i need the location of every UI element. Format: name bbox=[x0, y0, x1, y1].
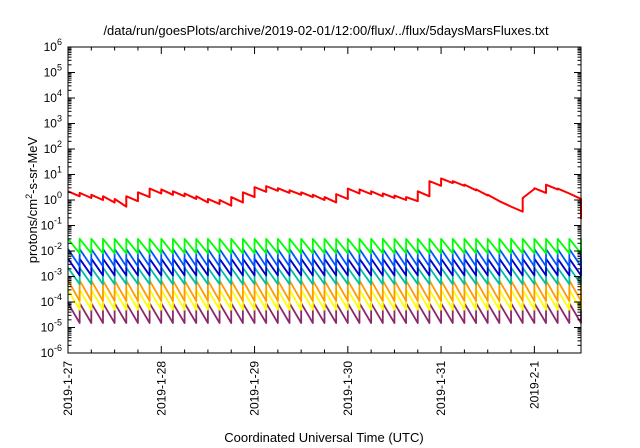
y-tick-label: 101 bbox=[44, 165, 62, 182]
y-tick-base: 10 bbox=[44, 168, 58, 182]
x-tick-label: 2019-1-31 bbox=[434, 361, 448, 416]
y-tick-base: 10 bbox=[44, 91, 58, 105]
y-tick-label: 100 bbox=[44, 190, 62, 207]
y-tick-label: 103 bbox=[44, 114, 62, 131]
y-tick-label: 104 bbox=[44, 88, 62, 105]
x-tick-label: 2019-1-27 bbox=[61, 361, 75, 416]
y-tick-exponent: -5 bbox=[54, 318, 62, 328]
y-tick-label: 105 bbox=[44, 63, 62, 80]
y-tick-label: 106 bbox=[44, 37, 62, 54]
y-tick-base: 10 bbox=[44, 193, 58, 207]
y-tick-base: 10 bbox=[41, 295, 55, 309]
y-tick-base: 10 bbox=[44, 117, 58, 131]
y-tick-label: 10-3 bbox=[41, 267, 62, 284]
series-line bbox=[67, 266, 582, 286]
series-line bbox=[67, 302, 582, 324]
x-tick-label: 2019-1-29 bbox=[248, 361, 262, 416]
y-tick-base: 10 bbox=[41, 244, 55, 258]
y-tick-exponent: 0 bbox=[57, 190, 62, 200]
y-tick-exponent: -1 bbox=[54, 216, 62, 226]
series-line bbox=[67, 288, 582, 311]
y-tick-base: 10 bbox=[41, 321, 55, 335]
y-tick-exponent: -4 bbox=[54, 292, 62, 302]
y-tick-exponent: 5 bbox=[57, 63, 62, 73]
y-axis: 10-610-510-410-310-210-11001011021031041… bbox=[41, 37, 581, 360]
y-tick-base: 10 bbox=[41, 346, 55, 360]
y-tick-exponent: -6 bbox=[54, 343, 62, 353]
y-tick-base: 10 bbox=[41, 219, 55, 233]
y-axis-title-prefix: protons/cm bbox=[25, 199, 40, 263]
y-axis-title: protons/cm2-s-sr-MeV bbox=[24, 136, 40, 263]
y-axis-title-suffix: -s-sr-MeV bbox=[25, 136, 40, 193]
x-tick-label: 2019-1-30 bbox=[341, 361, 355, 416]
x-tick-label: 2019-2-1 bbox=[527, 361, 541, 409]
y-tick-exponent: 6 bbox=[57, 37, 62, 47]
y-tick-exponent: 2 bbox=[57, 139, 62, 149]
y-tick-base: 10 bbox=[41, 270, 55, 284]
x-tick-label: 2019-1-28 bbox=[154, 361, 168, 416]
y-tick-exponent: -2 bbox=[54, 241, 62, 251]
y-tick-base: 10 bbox=[44, 142, 58, 156]
y-tick-label: 102 bbox=[44, 139, 62, 156]
series-layer bbox=[67, 177, 582, 324]
series-line bbox=[67, 177, 582, 219]
y-tick-label: 10-4 bbox=[41, 292, 62, 309]
y-tick-label: 10-1 bbox=[41, 216, 62, 233]
series-line bbox=[67, 248, 582, 268]
y-tick-base: 10 bbox=[44, 66, 58, 80]
y-tick-label: 10-2 bbox=[41, 241, 62, 258]
y-tick-base: 10 bbox=[44, 40, 58, 54]
x-axis: 2019-1-27 2019-1-28 2019-1-29 2019-1-30 2019… bbox=[61, 47, 582, 416]
series-line bbox=[67, 237, 582, 255]
y-tick-exponent: 4 bbox=[57, 88, 62, 98]
y-tick-exponent: 3 bbox=[57, 114, 62, 124]
y-tick-label: 10-5 bbox=[41, 318, 62, 335]
y-axis-title-exponent: 2 bbox=[24, 194, 34, 199]
y-tick-exponent: 1 bbox=[57, 165, 62, 175]
x-axis-title: Coordinated Universal Time (UTC) bbox=[224, 430, 423, 445]
y-tick-exponent: -3 bbox=[54, 267, 62, 277]
chart-title: /data/run/goesPlots/archive/2019-02-01/1… bbox=[103, 23, 549, 38]
y-tick-label: 10-6 bbox=[41, 343, 62, 360]
series-line bbox=[67, 257, 582, 277]
series-line bbox=[67, 279, 582, 302]
